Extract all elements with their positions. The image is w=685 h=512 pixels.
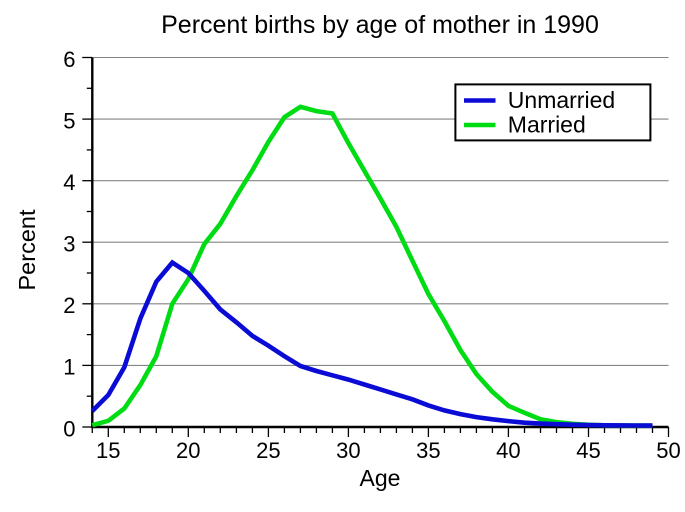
svg-text:50: 50: [656, 438, 680, 463]
svg-text:Percent births by age of mothe: Percent births by age of mother in 1990: [161, 11, 599, 39]
svg-text:3: 3: [63, 232, 75, 257]
svg-text:2: 2: [63, 293, 75, 318]
svg-text:Unmarried: Unmarried: [508, 87, 615, 113]
svg-text:0: 0: [63, 416, 75, 441]
svg-text:15: 15: [96, 438, 120, 463]
svg-text:35: 35: [416, 438, 440, 463]
svg-text:6: 6: [63, 47, 75, 72]
svg-text:Married: Married: [508, 111, 586, 137]
svg-text:5: 5: [63, 108, 75, 133]
svg-text:45: 45: [576, 438, 600, 463]
svg-text:20: 20: [176, 438, 200, 463]
svg-text:Age: Age: [360, 465, 401, 491]
svg-text:40: 40: [496, 438, 520, 463]
svg-text:25: 25: [256, 438, 280, 463]
svg-text:4: 4: [63, 170, 75, 195]
svg-text:Percent: Percent: [14, 209, 40, 290]
svg-text:1: 1: [63, 355, 75, 380]
svg-text:30: 30: [336, 438, 360, 463]
